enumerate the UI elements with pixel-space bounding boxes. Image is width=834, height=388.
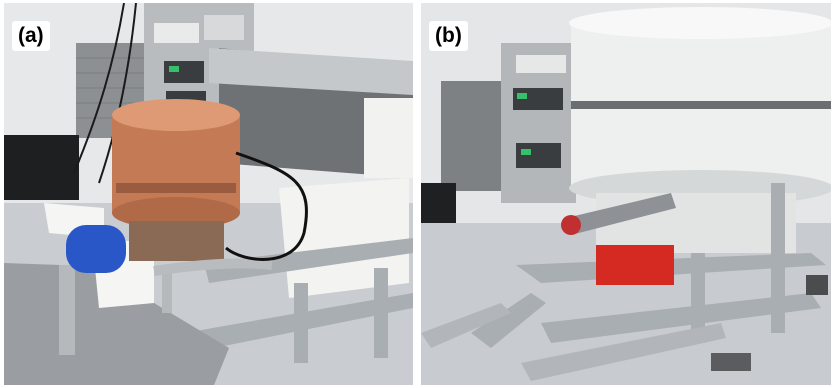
power-supply-3 — [516, 143, 561, 168]
wall-vent — [441, 81, 506, 191]
foam-block-front — [279, 178, 409, 298]
panel-label-a: (a) — [12, 21, 50, 51]
shield-lid — [209, 48, 413, 95]
foam-block-right — [364, 98, 413, 178]
shield-cylinder — [569, 7, 831, 206]
computer-box — [4, 135, 79, 200]
support-rod-1 — [59, 265, 75, 355]
shield-band — [571, 101, 831, 109]
photo-panel-a: (a) — [4, 3, 413, 385]
floor-pad — [806, 275, 828, 295]
copper-vessel — [112, 99, 240, 229]
photo-a-scene — [4, 3, 413, 385]
power-supply-1 — [516, 55, 566, 73]
floor-pad-2 — [711, 353, 751, 371]
flex-hose — [153, 258, 273, 276]
red-cryocooler — [596, 245, 674, 285]
photo-panel-b: (b) — [421, 3, 831, 385]
photo-b-scene — [421, 3, 831, 385]
oscilloscope — [204, 15, 244, 40]
flange-assembly — [129, 221, 224, 261]
support-rod-2 — [162, 273, 172, 313]
aluminum-frame — [184, 238, 413, 363]
red-valve — [561, 215, 581, 235]
aluminum-frame — [471, 183, 826, 348]
panel-label-b: (b) — [429, 21, 468, 51]
blue-cryostat — [66, 225, 126, 273]
shield-base — [596, 193, 796, 253]
power-supply-1 — [154, 23, 199, 43]
beam-pipe — [566, 193, 676, 235]
